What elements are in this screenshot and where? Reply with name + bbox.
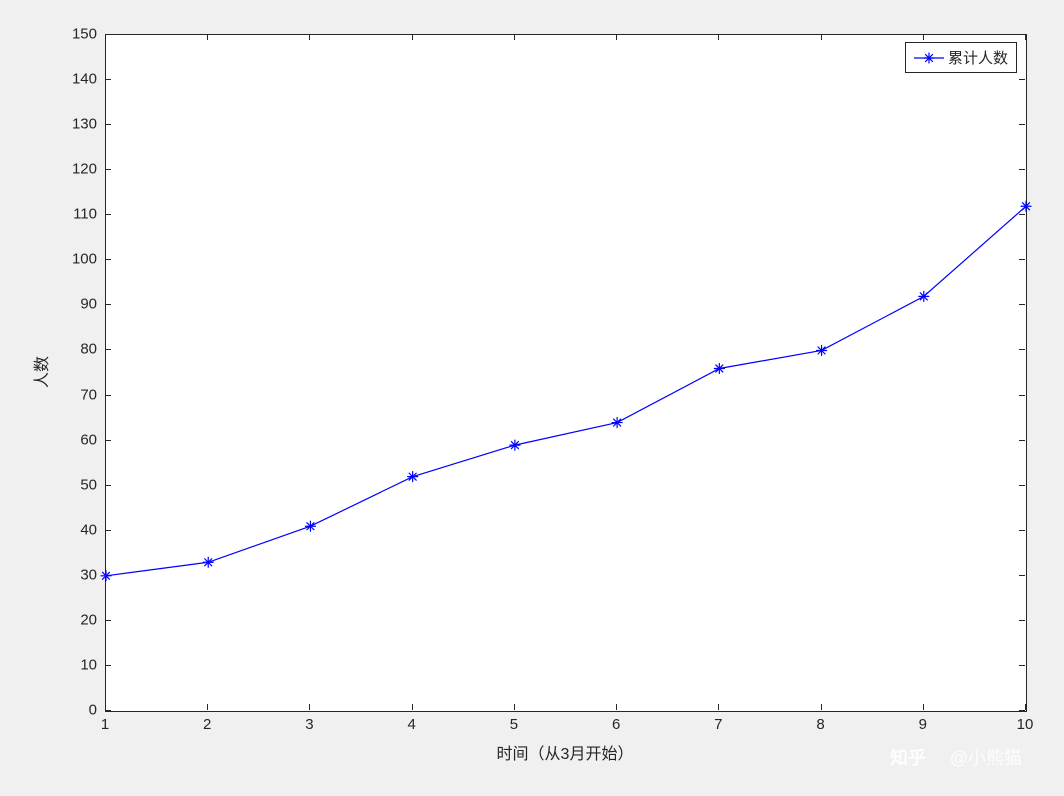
legend: 累计人数 <box>905 42 1017 73</box>
y-tick-label: 20 <box>80 611 97 628</box>
x-tick-mark <box>207 34 208 40</box>
y-tick-label: 140 <box>72 71 97 88</box>
x-tick-mark <box>923 34 924 40</box>
y-tick-mark <box>1019 124 1025 125</box>
y-tick-mark <box>1019 259 1025 260</box>
y-tick-label: 0 <box>89 702 97 719</box>
y-tick-mark <box>1019 304 1025 305</box>
watermark-logo: 知乎 <box>890 744 926 770</box>
x-tick-label: 9 <box>919 716 927 733</box>
watermark-text: @小熊猫 <box>950 744 1022 770</box>
y-tick-mark <box>105 710 111 711</box>
y-tick-mark <box>105 395 111 396</box>
x-tick-label: 4 <box>407 716 415 733</box>
y-tick-label: 130 <box>72 116 97 133</box>
y-tick-label: 120 <box>72 161 97 178</box>
y-tick-mark <box>1019 214 1025 215</box>
plot-area <box>105 34 1027 712</box>
y-tick-mark <box>1019 710 1025 711</box>
x-tick-mark <box>412 34 413 40</box>
x-tick-mark <box>1025 704 1026 710</box>
x-tick-mark <box>207 704 208 710</box>
y-axis-label: 人数 <box>28 356 52 388</box>
y-tick-mark <box>1019 169 1025 170</box>
y-tick-label: 60 <box>80 431 97 448</box>
x-tick-mark <box>718 704 719 710</box>
x-tick-mark <box>309 704 310 710</box>
x-tick-mark <box>412 704 413 710</box>
y-tick-mark <box>105 665 111 666</box>
x-tick-label: 8 <box>816 716 824 733</box>
y-tick-mark <box>1019 349 1025 350</box>
x-tick-label: 6 <box>612 716 620 733</box>
y-tick-mark <box>105 214 111 215</box>
x-tick-mark <box>514 704 515 710</box>
y-tick-mark <box>1019 395 1025 396</box>
y-tick-label: 70 <box>80 386 97 403</box>
y-tick-mark <box>105 124 111 125</box>
x-tick-label: 3 <box>305 716 313 733</box>
y-tick-label: 150 <box>72 26 97 43</box>
y-tick-label: 80 <box>80 341 97 358</box>
y-tick-label: 30 <box>80 566 97 583</box>
y-tick-label: 90 <box>80 296 97 313</box>
y-tick-mark <box>105 79 111 80</box>
y-tick-mark <box>1019 665 1025 666</box>
y-tick-mark <box>105 169 111 170</box>
x-tick-mark <box>616 34 617 40</box>
y-tick-label: 40 <box>80 521 97 538</box>
y-tick-mark <box>105 259 111 260</box>
y-tick-label: 110 <box>73 206 97 223</box>
y-tick-mark <box>1019 620 1025 621</box>
y-tick-mark <box>105 349 111 350</box>
y-tick-mark <box>1019 575 1025 576</box>
x-tick-label: 10 <box>1017 716 1034 733</box>
legend-marker-line <box>914 51 944 65</box>
y-tick-mark <box>105 440 111 441</box>
x-axis-label: 时间（从3月开始） <box>497 740 634 764</box>
y-tick-label: 50 <box>80 476 97 493</box>
y-tick-mark <box>1019 530 1025 531</box>
x-tick-label: 1 <box>101 716 109 733</box>
chart-svg <box>106 35 1026 711</box>
y-tick-mark <box>1019 485 1025 486</box>
y-tick-label: 100 <box>72 251 97 268</box>
y-tick-mark <box>105 304 111 305</box>
y-tick-mark <box>105 485 111 486</box>
x-tick-label: 5 <box>510 716 518 733</box>
x-tick-mark <box>718 34 719 40</box>
x-tick-label: 7 <box>714 716 722 733</box>
x-tick-mark <box>514 34 515 40</box>
x-tick-mark <box>309 34 310 40</box>
y-tick-mark <box>105 530 111 531</box>
y-tick-label: 10 <box>80 656 97 673</box>
x-tick-mark <box>821 704 822 710</box>
y-tick-mark <box>105 575 111 576</box>
x-tick-mark <box>616 704 617 710</box>
x-tick-mark <box>1025 34 1026 40</box>
y-tick-mark <box>1019 34 1025 35</box>
x-tick-mark <box>923 704 924 710</box>
x-tick-label: 2 <box>203 716 211 733</box>
y-tick-mark <box>1019 440 1025 441</box>
legend-label: 累计人数 <box>948 47 1008 68</box>
y-tick-mark <box>105 620 111 621</box>
figure: 人数 时间（从3月开始） 累计人数 知乎 @小熊猫 12345678910010… <box>0 0 1064 796</box>
x-tick-mark <box>821 34 822 40</box>
y-tick-mark <box>1019 79 1025 80</box>
y-tick-mark <box>105 34 111 35</box>
